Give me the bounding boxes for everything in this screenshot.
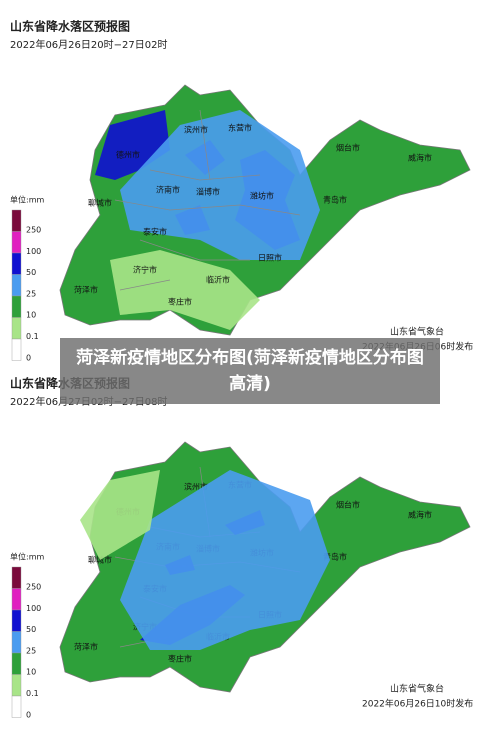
city-label: 滨州市 bbox=[184, 125, 208, 135]
legend-label: 10 bbox=[26, 311, 36, 320]
legend-label: 25 bbox=[26, 646, 36, 655]
city-label: 枣庄市 bbox=[168, 654, 192, 664]
city-border bbox=[114, 109, 301, 291]
legend-swatch bbox=[11, 631, 22, 654]
legend-swatch bbox=[11, 566, 22, 589]
legend-swatch bbox=[11, 609, 22, 632]
legend-label: 0.1 bbox=[26, 689, 39, 698]
city-label: 烟台市 bbox=[336, 143, 360, 153]
legend-unit: 单位:mm bbox=[10, 552, 44, 562]
caption: 菏泽新疫情地区分布图(菏泽新疫情地区分布图高清) bbox=[60, 338, 440, 404]
legend-swatch bbox=[11, 588, 22, 611]
city-label: 菏泽市 bbox=[74, 285, 98, 295]
agency: 山东省气象台 bbox=[390, 683, 444, 695]
legend-swatch bbox=[11, 338, 22, 361]
agency: 山东省气象台 bbox=[390, 326, 444, 338]
city-label: 日照市 bbox=[258, 253, 282, 263]
legend-swatch bbox=[11, 274, 22, 297]
legend-label: 0.1 bbox=[26, 332, 39, 341]
legend-label: 10 bbox=[26, 668, 36, 677]
city-label: 东营市 bbox=[228, 123, 252, 133]
city-label: 青岛市 bbox=[323, 195, 347, 205]
legend-label: 25 bbox=[26, 289, 36, 298]
city-label: 济南市 bbox=[156, 185, 180, 195]
legend-swatch bbox=[11, 695, 22, 718]
city-label: 淄博市 bbox=[196, 187, 220, 197]
map-period: 2022年06月26日20时−27日02时 bbox=[10, 38, 167, 51]
legend-label: 0 bbox=[26, 353, 31, 362]
legend-label: 50 bbox=[26, 625, 36, 634]
legend-label: 100 bbox=[26, 604, 41, 613]
legend-swatch bbox=[11, 231, 22, 254]
rain-area bbox=[80, 470, 160, 560]
city-label: 威海市 bbox=[408, 510, 432, 520]
city-label: 滨州市 bbox=[184, 482, 208, 492]
rain-area bbox=[120, 110, 320, 260]
city-label: 潍坊市 bbox=[250, 191, 274, 201]
city-label: 菏泽市 bbox=[74, 642, 98, 652]
city-label: 德州市 bbox=[116, 150, 140, 160]
rain-area bbox=[110, 250, 260, 330]
city-label: 聊城市 bbox=[88, 198, 112, 208]
city-label: 临沂市 bbox=[206, 275, 230, 285]
legend-swatch bbox=[11, 652, 22, 675]
legend-label: 0 bbox=[26, 710, 31, 719]
legend-label: 50 bbox=[26, 268, 36, 277]
issued: 2022年06月26日10时发布 bbox=[362, 698, 473, 710]
city-label: 威海市 bbox=[408, 153, 432, 163]
legend-label: 250 bbox=[26, 583, 41, 592]
legend-swatch bbox=[11, 295, 22, 318]
city-label: 泰安市 bbox=[143, 227, 167, 237]
city-label: 青岛市 bbox=[323, 552, 347, 562]
legend-swatch bbox=[11, 317, 22, 340]
city-label: 枣庄市 bbox=[168, 297, 192, 307]
legend-label: 250 bbox=[26, 226, 41, 235]
legend-unit: 单位:mm bbox=[10, 195, 44, 205]
legend-swatch bbox=[11, 252, 22, 275]
city-label: 济宁市 bbox=[133, 265, 157, 275]
legend-label: 100 bbox=[26, 247, 41, 256]
map-title: 山东省降水落区预报图 bbox=[10, 19, 130, 34]
legend-swatch bbox=[11, 674, 22, 697]
legend-swatch bbox=[11, 209, 22, 232]
city-label: 烟台市 bbox=[336, 500, 360, 510]
rain-area bbox=[120, 470, 330, 650]
